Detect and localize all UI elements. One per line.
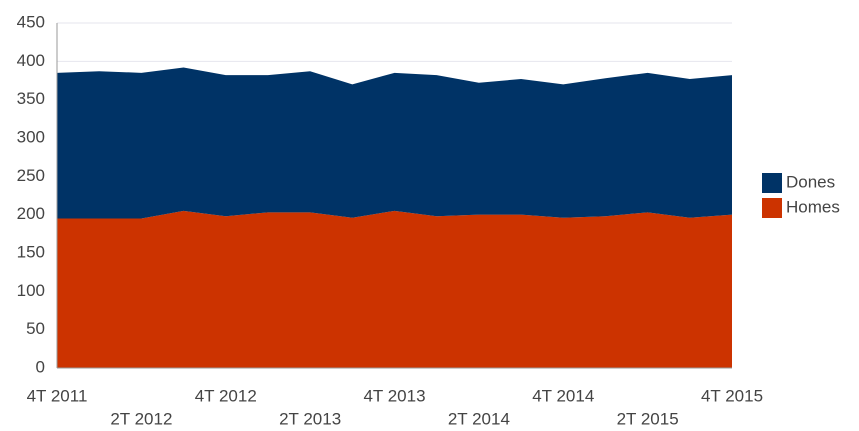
y-tick-label: 50 bbox=[26, 319, 45, 338]
y-tick-label: 0 bbox=[36, 357, 45, 376]
y-tick-label: 250 bbox=[17, 166, 45, 185]
x-tick-label: 2T 2015 bbox=[617, 409, 679, 428]
legend-label: Dones bbox=[786, 172, 835, 191]
y-tick-label: 100 bbox=[17, 281, 45, 300]
x-tick-label: 2T 2012 bbox=[110, 409, 172, 428]
x-tick-label: 4T 2012 bbox=[195, 386, 257, 405]
x-tick-label: 4T 2011 bbox=[27, 386, 88, 405]
y-tick-label: 300 bbox=[17, 127, 45, 146]
x-tick-label: 4T 2015 bbox=[701, 386, 763, 405]
legend-label: Homes bbox=[786, 197, 840, 216]
area bbox=[57, 67, 732, 219]
x-tick-label: 2T 2013 bbox=[279, 409, 341, 428]
legend-swatch bbox=[762, 198, 782, 218]
y-tick-label: 200 bbox=[17, 204, 45, 223]
area bbox=[57, 210, 732, 368]
x-tick-label: 4T 2013 bbox=[363, 386, 425, 405]
legend-swatch bbox=[762, 173, 782, 193]
x-tick-label: 2T 2014 bbox=[448, 409, 510, 428]
y-tick-label: 150 bbox=[17, 242, 45, 261]
x-tick-label: 4T 2014 bbox=[532, 386, 594, 405]
y-tick-label: 350 bbox=[17, 89, 45, 108]
y-tick-label: 400 bbox=[17, 51, 45, 70]
y-tick-label: 450 bbox=[17, 12, 45, 31]
